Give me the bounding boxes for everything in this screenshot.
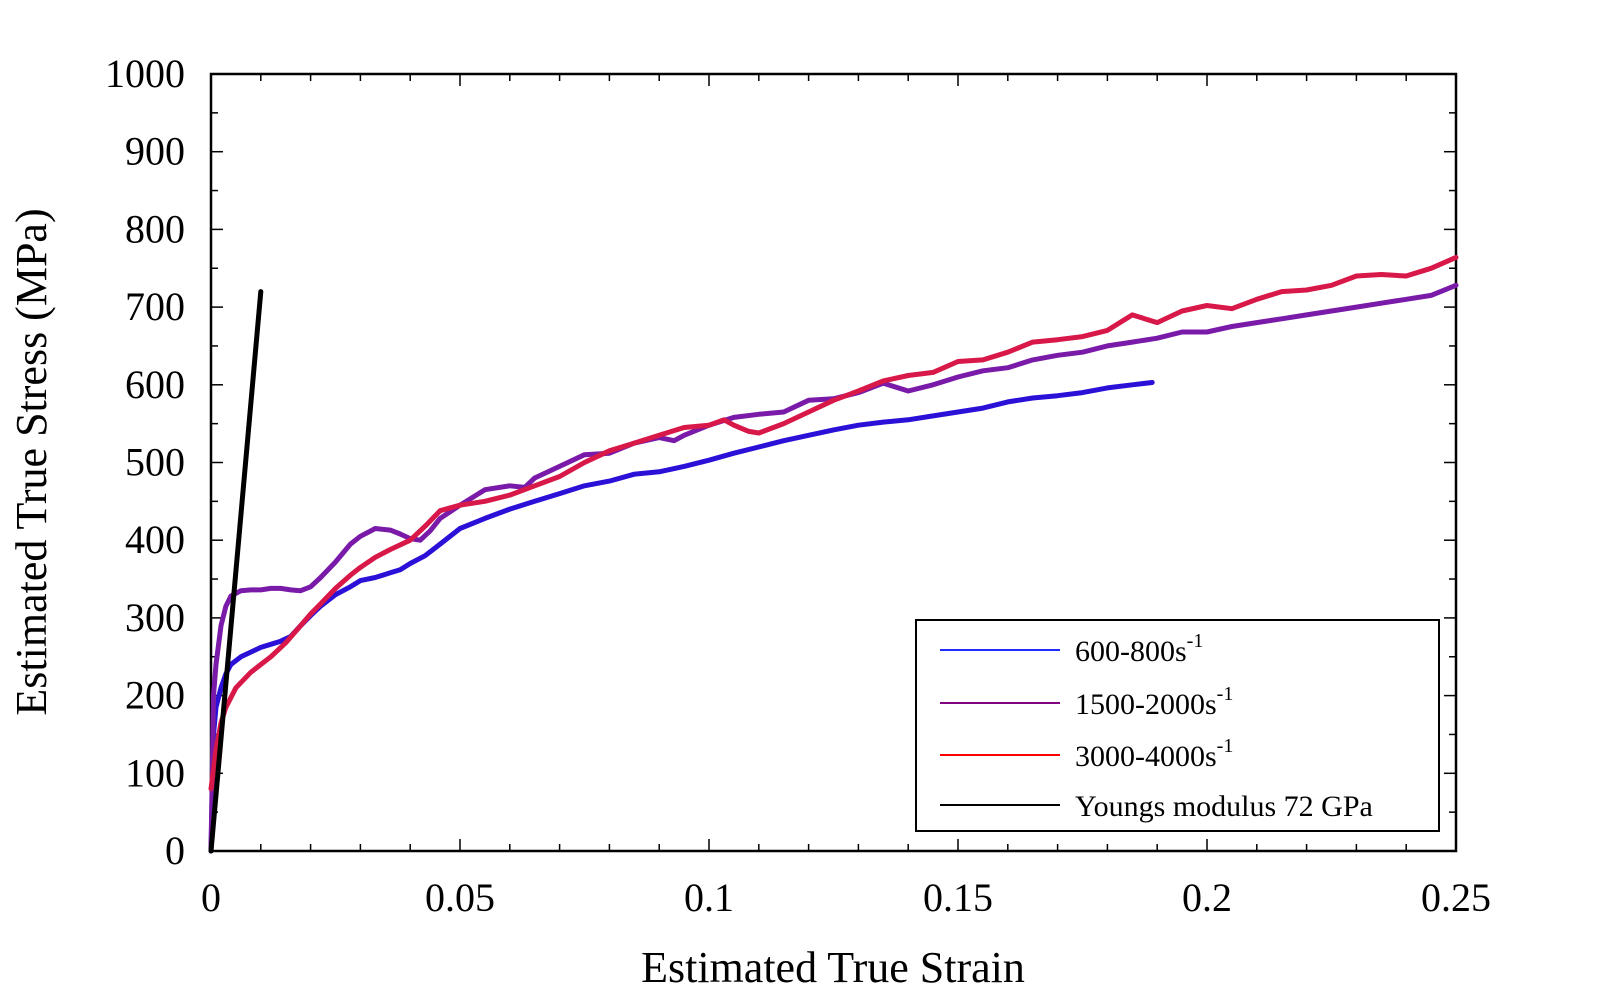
y-tick-label: 700 [125,284,185,329]
y-tick-label: 1000 [105,51,185,96]
y-tick-label: 300 [125,595,185,640]
legend-label: 3000-4000s-1 [1075,735,1233,773]
series-layer [208,254,1459,854]
legend-label-superscript: -1 [1217,683,1234,705]
series-line-1 [208,380,1155,854]
y-tick-label: 900 [125,129,185,174]
series-line-3 [208,254,1459,792]
y-tick-label: 100 [125,750,185,795]
y-tick-label: 800 [125,206,185,251]
series-line-4 [208,289,264,854]
legend-label: Youngs modulus 72 GPa [1075,790,1373,823]
x-tick-label: 0.15 [923,875,993,920]
legend-box [915,619,1440,832]
y-axis-title: Estimated True Stress (MPa) [7,208,56,715]
x-tick-label: 0.25 [1421,875,1491,920]
y-axis-ticks: 0 100 200 300 400 500 600 700 800 900 1000 [105,51,1456,873]
y-tick-label: 600 [125,362,185,407]
y-tick-label: 400 [125,517,185,562]
x-tick-label: 0.05 [425,875,495,920]
legend-label-superscript: -1 [1187,630,1204,652]
x-axis-title: Estimated True Strain [641,943,1025,988]
legend-label: 600-800s-1 [1075,630,1203,668]
x-axis-ticks: 0 0.05 0.1 0.15 0.2 0.25 [201,74,1491,920]
x-tick-label: 0.1 [684,875,734,920]
y-tick-label: 200 [125,673,185,718]
y-tick-label: 500 [125,440,185,485]
legend-label-superscript: -1 [1217,735,1234,757]
y-tick-label: 0 [165,828,185,873]
x-tick-label: 0.2 [1182,875,1232,920]
legend-label: 1500-2000s-1 [1075,683,1233,721]
legend: 600-800s-1 1500-2000s-1 3000-4000s-1 Youngs… [915,619,1440,832]
x-tick-label: 0 [201,875,221,920]
